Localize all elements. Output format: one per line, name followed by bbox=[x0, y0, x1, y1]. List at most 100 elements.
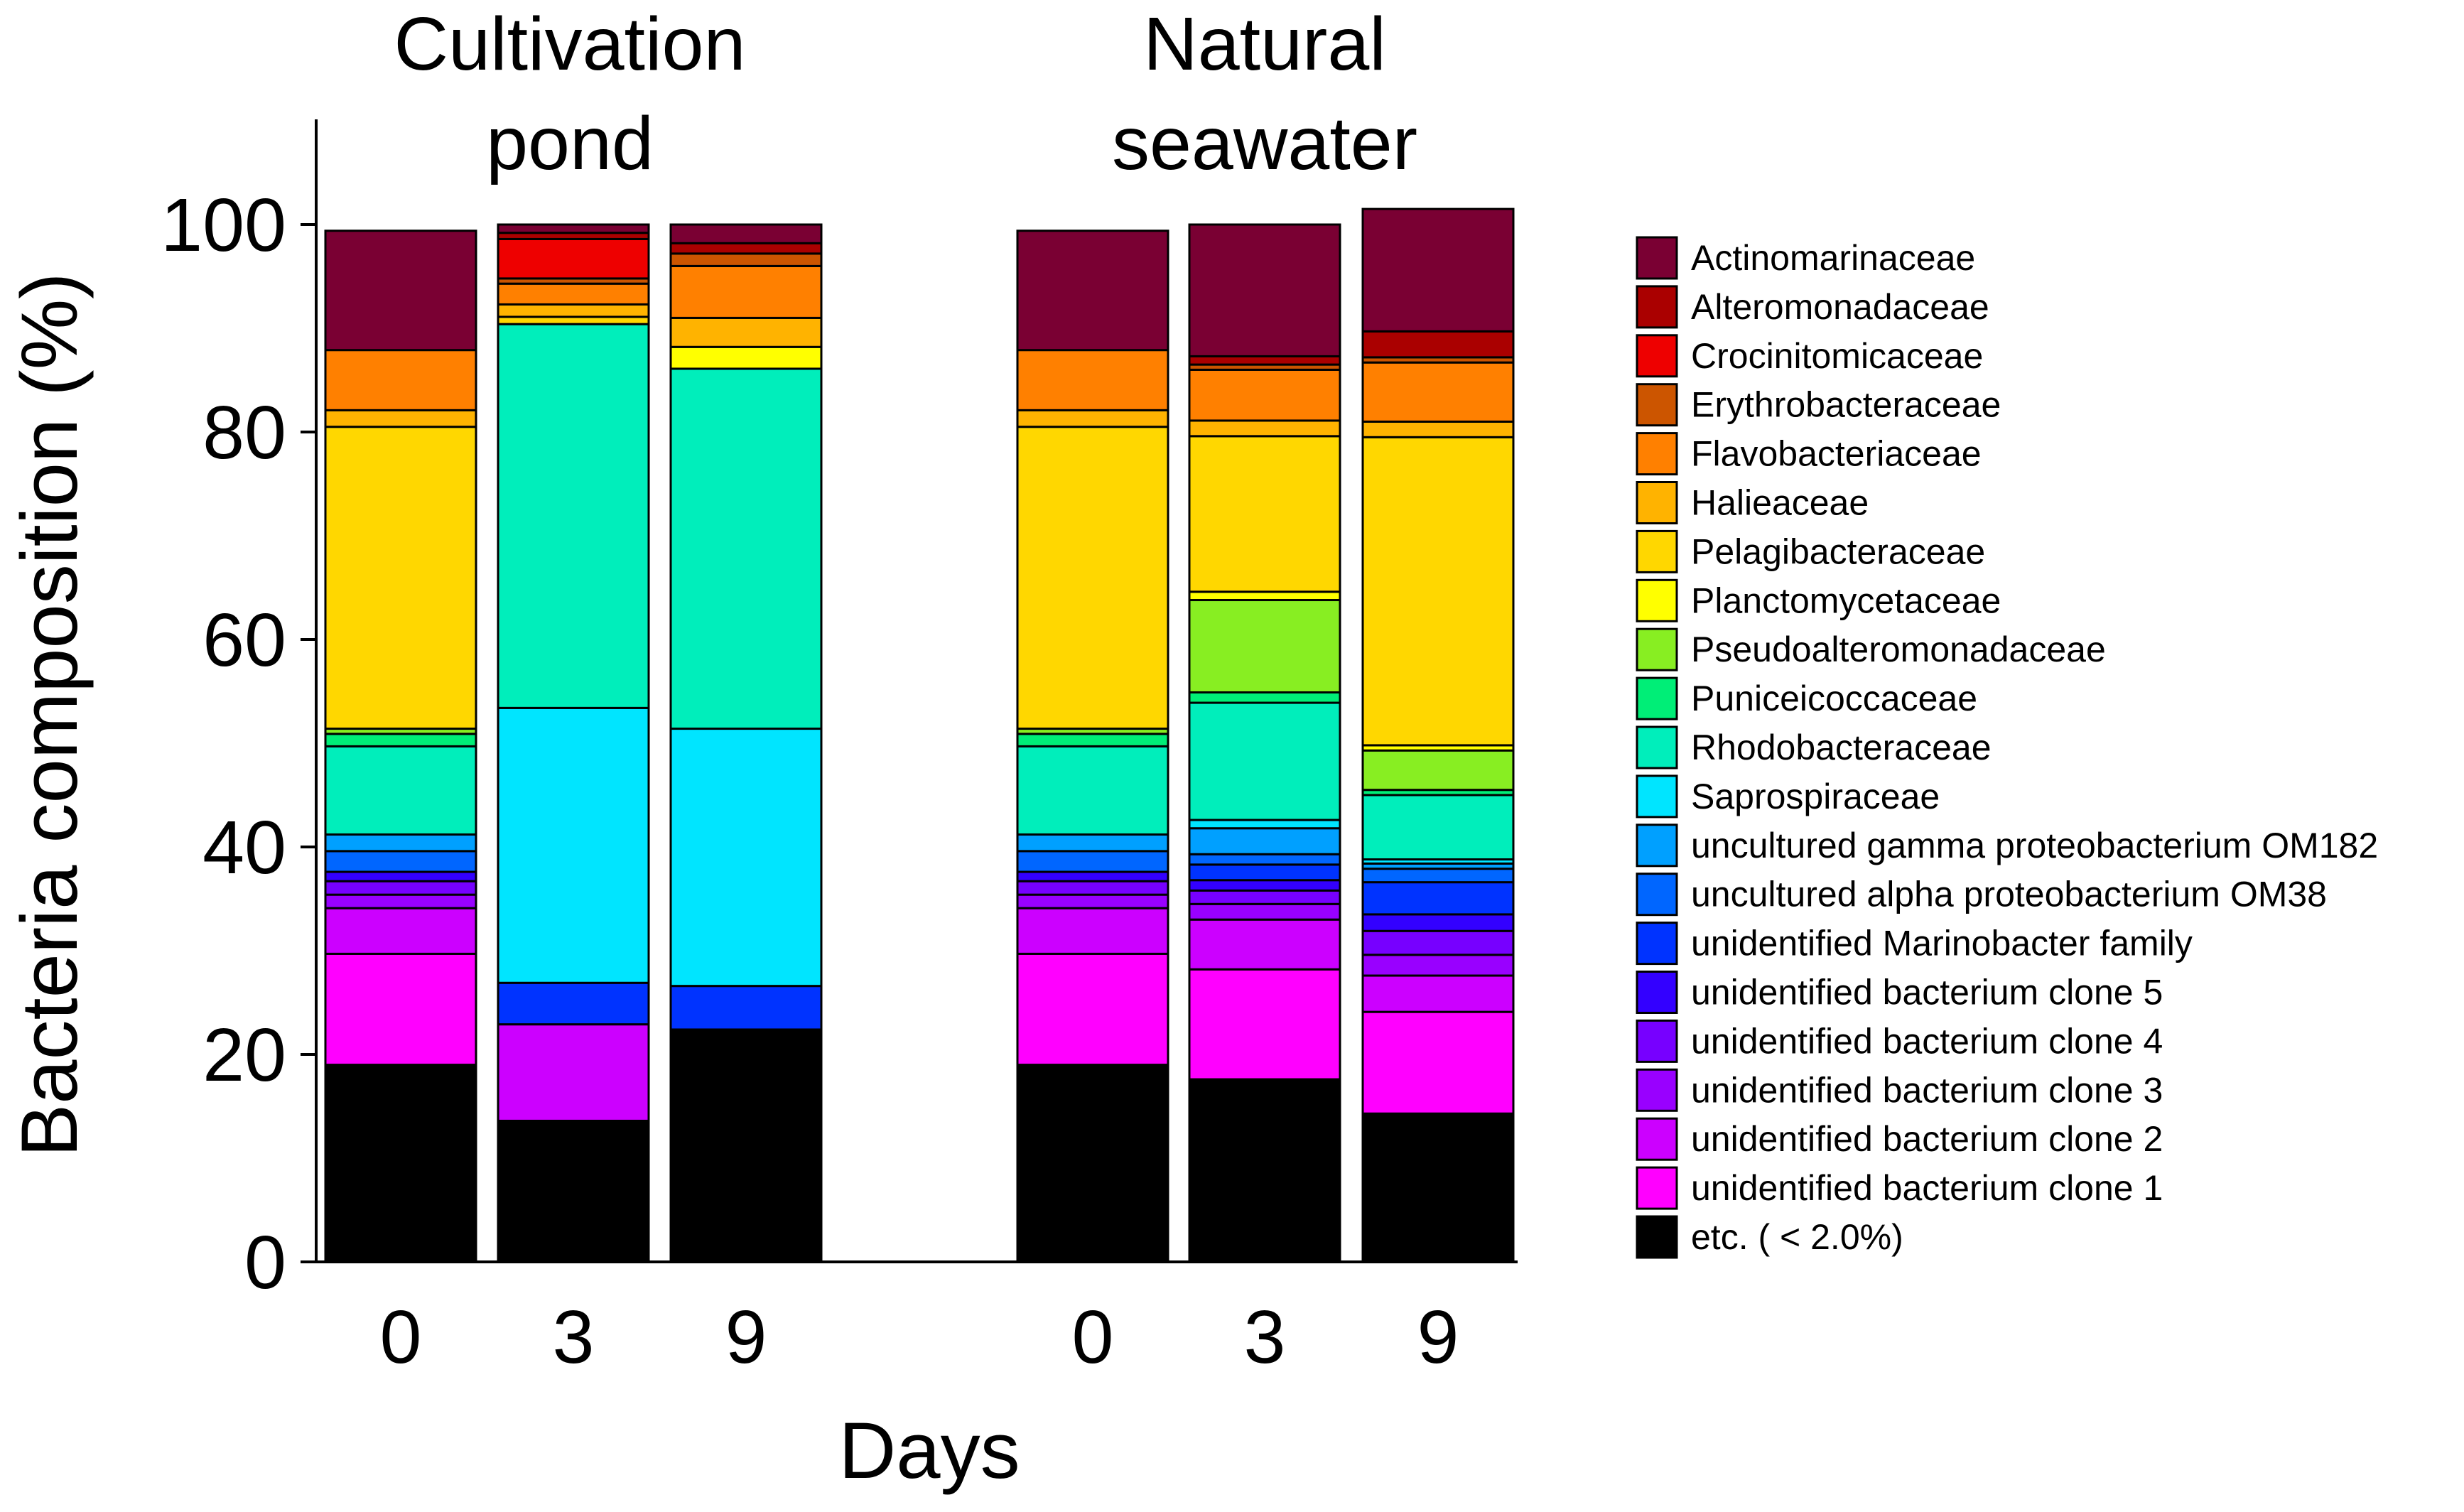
y-tick-label-5: 100 bbox=[161, 183, 286, 267]
bar-segment-5-7 bbox=[1361, 868, 1515, 884]
bar-segment-5-3 bbox=[1361, 954, 1515, 977]
bar-segment-2-15 bbox=[669, 316, 823, 348]
legend-label-4: Flavobacteriaceae bbox=[1691, 434, 1982, 474]
bar-segment-0-8 bbox=[324, 833, 477, 853]
legend-label-7: Planctomycetaceae bbox=[1691, 580, 2001, 620]
legend-swatch-8 bbox=[1636, 627, 1678, 671]
legend-swatch-16 bbox=[1636, 1019, 1678, 1063]
y-axis: 0 20 40 60 80 100 bbox=[161, 119, 1518, 1305]
bar-segment-4-14 bbox=[1188, 435, 1341, 593]
legend-swatch-0 bbox=[1636, 236, 1678, 280]
group-title-0-line-0: Cultivation bbox=[394, 2, 746, 86]
legend-label-16: unidentified bacterium clone 4 bbox=[1691, 1021, 2163, 1061]
legend-swatch-12 bbox=[1636, 824, 1678, 868]
legend-label-11: Saprospiraceae bbox=[1691, 777, 1940, 816]
legend-label-10: Rhodobacteraceae bbox=[1691, 728, 1992, 767]
bar-segment-5-0 bbox=[1361, 1112, 1515, 1263]
bar-segment-1-6 bbox=[497, 981, 650, 1026]
bar-segment-5-16 bbox=[1361, 361, 1515, 423]
bar-segment-2-0 bbox=[669, 1028, 823, 1263]
legend-swatch-2 bbox=[1636, 334, 1678, 378]
legend: Actinomarinaceae Alteromonadaceae Crocinit… bbox=[1636, 236, 2378, 1259]
bar-segment-5-5 bbox=[1361, 913, 1515, 932]
bar-segment-2-6 bbox=[669, 985, 823, 1031]
bar-segment-2-16 bbox=[669, 264, 823, 319]
bar-segment-3-14 bbox=[1016, 426, 1169, 730]
bar-segment-4-12 bbox=[1188, 599, 1341, 693]
bar-segment-0-15 bbox=[324, 409, 477, 428]
bar-segment-4-5 bbox=[1188, 879, 1341, 892]
legend-label-20: etc. ( < 2.0%) bbox=[1691, 1217, 1903, 1257]
bar-segment-0-20 bbox=[324, 230, 477, 352]
y-axis-title: Bacteria composition (%) bbox=[5, 273, 94, 1157]
legend-label-12: uncultured gamma proteobacterium OM182 bbox=[1691, 826, 2378, 865]
legend-label-17: unidentified bacterium clone 3 bbox=[1691, 1070, 2163, 1110]
legend-label-13: uncultured alpha proteobacterium OM38 bbox=[1691, 875, 2327, 914]
y-tick-label-3: 60 bbox=[202, 598, 286, 682]
y-tick-label-0: 0 bbox=[244, 1221, 286, 1305]
bar-segment-0-1 bbox=[324, 952, 477, 1066]
bar-segment-2-19 bbox=[669, 242, 823, 255]
bar-segment-4-7 bbox=[1188, 853, 1341, 866]
legend-swatch-10 bbox=[1636, 725, 1678, 770]
bars-layer bbox=[324, 207, 1515, 1263]
bar-segment-3-10 bbox=[1016, 745, 1169, 836]
bar-segment-1-18 bbox=[497, 237, 650, 280]
legend-label-0: Actinomarinaceae bbox=[1691, 238, 1975, 278]
bar-segment-5-6 bbox=[1361, 881, 1515, 916]
bar-segment-4-10 bbox=[1188, 701, 1341, 821]
bar-segment-4-16 bbox=[1188, 368, 1341, 422]
bar-segment-5-19 bbox=[1361, 330, 1515, 359]
legend-label-8: Pseudoalteromonadaceae bbox=[1691, 630, 2106, 669]
legend-label-14: unidentified Marinobacter family bbox=[1691, 924, 2193, 963]
bar-segment-3-20 bbox=[1016, 230, 1169, 352]
bar-segment-1-16 bbox=[497, 282, 650, 306]
legend-label-5: Halieaceae bbox=[1691, 483, 1869, 523]
group-title-0-line-1: pond bbox=[486, 102, 654, 185]
bar-segment-2-10 bbox=[669, 367, 823, 730]
x-tick-label-0-0: 0 bbox=[380, 1295, 422, 1379]
bar-segment-4-4 bbox=[1188, 889, 1341, 905]
legend-label-3: Erythrobacteraceae bbox=[1691, 385, 2001, 425]
bar-segment-4-9 bbox=[1188, 819, 1341, 830]
legend-label-2: Crocinitomicaceae bbox=[1691, 336, 1983, 376]
bar-segment-2-17 bbox=[669, 252, 823, 267]
bar-segment-5-4 bbox=[1361, 929, 1515, 956]
legend-swatch-14 bbox=[1636, 922, 1678, 966]
bar-segment-1-0 bbox=[497, 1119, 650, 1263]
legend-label-18: unidentified bacterium clone 2 bbox=[1691, 1119, 2163, 1159]
y-tick-label-2: 40 bbox=[202, 806, 286, 890]
bar-segment-4-6 bbox=[1188, 863, 1341, 882]
bar-segment-0-0 bbox=[324, 1064, 477, 1263]
x-tick-label-1-2: 9 bbox=[1417, 1295, 1459, 1379]
legend-swatch-4 bbox=[1636, 432, 1678, 476]
bar-segment-4-15 bbox=[1188, 419, 1341, 438]
bar-segment-5-14 bbox=[1361, 436, 1515, 747]
bar-segment-0-14 bbox=[324, 426, 477, 730]
x-tick-label-0-2: 9 bbox=[725, 1295, 767, 1379]
x-tick-labels: 0 3 9 0 3 9 bbox=[380, 1295, 1459, 1379]
bar-segment-0-4 bbox=[324, 880, 477, 896]
bar-segment-0-5 bbox=[324, 870, 477, 882]
group-title-1-line-1: seawater bbox=[1112, 102, 1417, 185]
bar-segment-4-0 bbox=[1188, 1078, 1341, 1263]
bar-segment-4-13 bbox=[1188, 590, 1341, 602]
y-tick-label-4: 80 bbox=[202, 391, 286, 475]
bar-segment-5-15 bbox=[1361, 420, 1515, 438]
bar-segment-5-1 bbox=[1361, 1010, 1515, 1115]
legend-swatch-15 bbox=[1636, 971, 1678, 1014]
x-tick-label-1-0: 0 bbox=[1072, 1295, 1114, 1379]
legend-swatch-9 bbox=[1636, 676, 1678, 720]
bar-segment-0-16 bbox=[324, 349, 477, 411]
legend-label-15: unidentified bacterium clone 5 bbox=[1691, 973, 2163, 1012]
x-tick-label-0-1: 3 bbox=[553, 1295, 595, 1379]
bar-segment-5-20 bbox=[1361, 207, 1515, 333]
legend-swatch-6 bbox=[1636, 529, 1678, 573]
bar-segment-4-11 bbox=[1188, 691, 1341, 704]
bar-segment-1-10 bbox=[497, 323, 650, 709]
group-title-1-line-0: Natural bbox=[1143, 2, 1386, 86]
bar-segment-3-16 bbox=[1016, 349, 1169, 411]
legend-swatch-17 bbox=[1636, 1068, 1678, 1112]
